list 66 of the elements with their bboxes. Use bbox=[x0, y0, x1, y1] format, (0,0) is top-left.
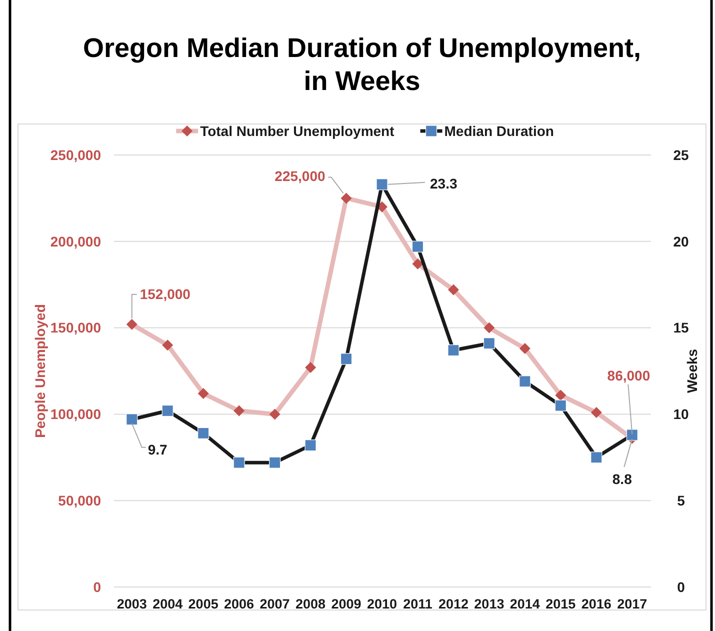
point bbox=[554, 400, 566, 412]
point bbox=[198, 427, 210, 440]
y-tick-label: 100,000 bbox=[50, 406, 102, 422]
point bbox=[305, 362, 316, 374]
x-tick-label: 2004 bbox=[152, 596, 184, 612]
point bbox=[590, 406, 602, 418]
point bbox=[269, 408, 280, 420]
x-tick-label: 2015 bbox=[546, 596, 576, 612]
y-axis-title: People Unemployed bbox=[32, 304, 48, 438]
y-tick-label: 250,000 bbox=[50, 146, 102, 163]
point bbox=[483, 338, 495, 350]
point bbox=[626, 429, 638, 441]
y-tick-label: 150,000 bbox=[50, 320, 102, 336]
x-tick-label: 2006 bbox=[224, 596, 255, 612]
x-tick-label: 2011 bbox=[403, 596, 433, 612]
point bbox=[304, 440, 316, 452]
chart-title: Oregon Median Duration of Unemployment, in Weeks bbox=[82, 33, 642, 96]
y2-tick-label: 25 bbox=[673, 146, 689, 163]
y2-axis-title: Weeks bbox=[684, 348, 700, 394]
point bbox=[340, 353, 352, 365]
x-tick-label: 2014 bbox=[510, 596, 540, 612]
x-tick-label: 2017 bbox=[617, 596, 648, 612]
y-tick-label: 0 bbox=[93, 578, 102, 595]
x-tick-label: 2016 bbox=[581, 596, 612, 612]
point bbox=[519, 376, 531, 388]
y-tick-label: 50,000 bbox=[58, 492, 102, 508]
legend-label: Total Number Unemployment bbox=[200, 122, 395, 139]
point bbox=[340, 192, 352, 204]
point bbox=[412, 258, 424, 270]
data-label: 23.3 bbox=[430, 175, 458, 192]
y2-tick-label: 0 bbox=[677, 578, 686, 595]
x-tick-label: 2012 bbox=[438, 596, 468, 612]
y-tick-label: 200,000 bbox=[50, 233, 102, 250]
point bbox=[126, 414, 138, 426]
point bbox=[590, 452, 602, 464]
x-tick-label: 2005 bbox=[188, 596, 219, 612]
y2-tick-label: 10 bbox=[673, 406, 689, 422]
point bbox=[234, 405, 245, 416]
data-label: 8.8 bbox=[612, 470, 632, 487]
y2-tick-label: 15 bbox=[673, 320, 689, 336]
data-label: 9.7 bbox=[148, 441, 168, 458]
point bbox=[376, 178, 388, 190]
point bbox=[484, 322, 495, 334]
data-label: 225,000 bbox=[274, 168, 326, 184]
point bbox=[519, 343, 530, 354]
data-label: 86,000 bbox=[607, 367, 650, 384]
point bbox=[126, 318, 138, 330]
point bbox=[448, 284, 459, 296]
legend-label: Median Duration bbox=[444, 122, 554, 139]
x-tick-label: 2008 bbox=[296, 596, 326, 612]
x-tick-label: 2009 bbox=[331, 596, 362, 612]
point bbox=[162, 340, 174, 351]
point bbox=[198, 388, 209, 399]
data-label: 152,000 bbox=[140, 286, 191, 302]
point bbox=[269, 456, 281, 468]
x-tick-label: 2003 bbox=[116, 596, 148, 612]
point bbox=[555, 390, 566, 401]
point bbox=[162, 404, 174, 417]
point bbox=[448, 344, 460, 356]
y2-tick-label: 5 bbox=[677, 492, 686, 508]
x-tick-label: 2013 bbox=[474, 596, 505, 612]
x-tick-label: 2010 bbox=[366, 596, 398, 612]
y2-tick-label: 20 bbox=[673, 233, 689, 250]
point bbox=[412, 240, 424, 252]
x-tick-label: 2007 bbox=[260, 596, 290, 612]
point bbox=[233, 456, 245, 468]
